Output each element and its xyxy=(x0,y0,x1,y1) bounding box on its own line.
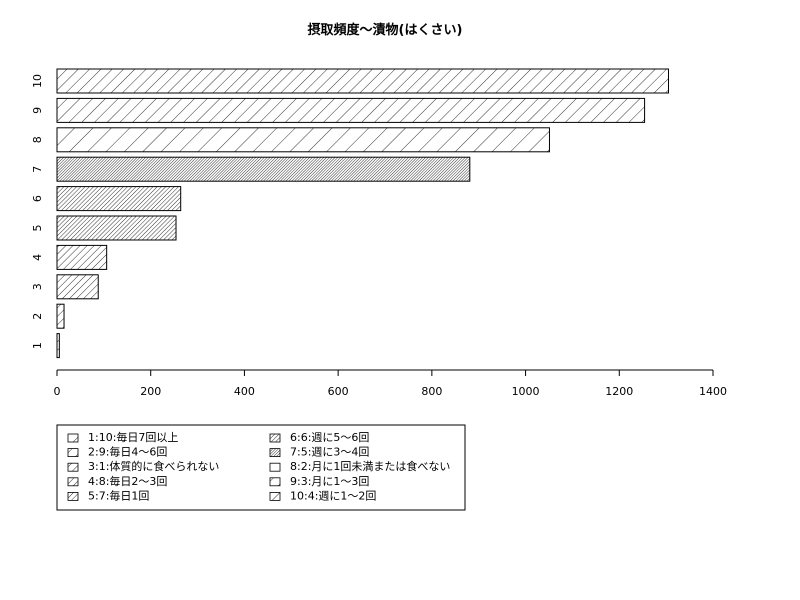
legend-swatch xyxy=(67,462,79,472)
y-tick-label: 1 xyxy=(31,342,44,349)
bar-3 xyxy=(56,274,99,300)
y-axis-labels: 1 2 3 4 5 6 7 8 9 10 xyxy=(31,74,44,349)
legend-swatch xyxy=(269,477,281,487)
x-tick-label: 1200 xyxy=(605,385,633,398)
y-tick-label: 2 xyxy=(31,313,44,320)
bar-8 xyxy=(56,127,550,153)
legend-swatch xyxy=(67,477,79,487)
y-tick-label: 5 xyxy=(31,225,44,232)
bar-6 xyxy=(56,186,182,212)
x-tick-label: 400 xyxy=(234,385,255,398)
x-tick-label: 200 xyxy=(140,385,161,398)
legend-swatch xyxy=(269,433,281,443)
bar-10 xyxy=(56,68,669,94)
legend-swatch xyxy=(67,448,79,458)
x-tick-label: 600 xyxy=(328,385,349,398)
legend-swatch xyxy=(269,491,281,501)
x-tick-label: 1400 xyxy=(699,385,727,398)
legend-label: 7:5:週に3〜4回 xyxy=(290,446,369,459)
legend-label: 5:7:毎日1回 xyxy=(88,489,149,502)
y-tick-label: 10 xyxy=(31,74,44,88)
legend: 1:10:毎日7回以上 2:9:毎日4〜6回3:1:体質的に食べられない 4:8:毎… xyxy=(56,424,466,511)
legend-label: 8:2:月に1回未満または食べない xyxy=(290,459,450,473)
legend-label: 1:10:毎日7回以上 xyxy=(88,431,178,444)
bar-9 xyxy=(56,97,646,123)
legend-label: 4:8:毎日2〜3回 xyxy=(88,475,167,488)
y-tick-label: 6 xyxy=(31,195,44,202)
x-axis: 0 200 400 600 800 1000 1200 1400 xyxy=(54,369,727,398)
y-tick-label: 4 xyxy=(31,254,44,261)
legend-swatch xyxy=(67,433,79,443)
y-tick-label: 9 xyxy=(31,107,44,114)
x-tick-label: 1000 xyxy=(512,385,540,398)
bar-5 xyxy=(56,215,177,241)
legend-label: 6:6:週に5〜6回 xyxy=(290,431,369,444)
chart-title: 摂取頻度〜漬物(はくさい) xyxy=(308,22,463,38)
x-tick-label: 0 xyxy=(54,385,61,398)
legend-label: 2:9:毎日4〜6回 xyxy=(88,446,167,459)
bar-1 xyxy=(56,333,60,359)
legend-swatch xyxy=(269,448,281,458)
legend-swatch xyxy=(67,491,79,501)
bars xyxy=(56,68,669,359)
y-tick-label: 3 xyxy=(31,283,44,290)
bar-2 xyxy=(56,303,65,329)
legend-label: 10:4:週に1〜2回 xyxy=(290,489,376,502)
legend-label: 3:1:体質的に食べられない xyxy=(88,459,219,473)
y-tick-label: 7 xyxy=(31,166,44,173)
legend-swatch xyxy=(269,462,281,472)
legend-box xyxy=(56,424,466,511)
y-tick-label: 8 xyxy=(31,136,44,143)
bar-4 xyxy=(56,244,108,270)
legend-label: 9:3:月に1〜3回 xyxy=(290,475,369,488)
bar-7 xyxy=(56,156,471,182)
x-tick-label: 800 xyxy=(421,385,442,398)
